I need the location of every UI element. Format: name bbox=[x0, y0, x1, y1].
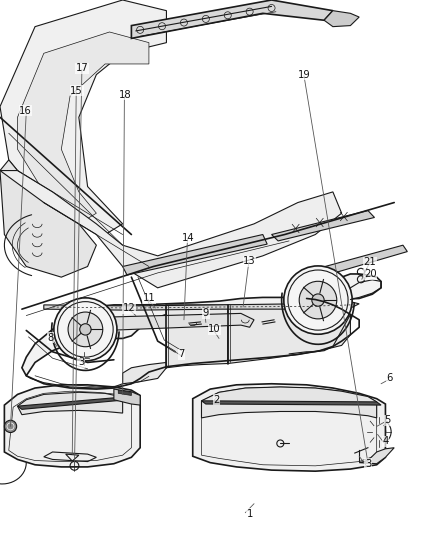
Polygon shape bbox=[0, 160, 96, 277]
Text: 9: 9 bbox=[203, 309, 209, 318]
Text: 20: 20 bbox=[364, 270, 376, 279]
Text: 6: 6 bbox=[387, 374, 393, 383]
Circle shape bbox=[54, 298, 117, 361]
Polygon shape bbox=[193, 384, 385, 471]
Polygon shape bbox=[4, 385, 140, 467]
Circle shape bbox=[299, 281, 337, 319]
Text: 13: 13 bbox=[244, 256, 256, 266]
Polygon shape bbox=[123, 362, 166, 384]
Polygon shape bbox=[359, 448, 394, 464]
Text: 14: 14 bbox=[182, 233, 194, 243]
Polygon shape bbox=[0, 0, 166, 235]
Polygon shape bbox=[0, 171, 342, 288]
Polygon shape bbox=[131, 0, 333, 38]
Polygon shape bbox=[18, 397, 127, 409]
Polygon shape bbox=[315, 245, 407, 277]
Polygon shape bbox=[166, 305, 228, 368]
Text: 2: 2 bbox=[214, 395, 220, 405]
Circle shape bbox=[284, 266, 352, 334]
Circle shape bbox=[4, 420, 17, 433]
Text: 3: 3 bbox=[365, 459, 371, 469]
Polygon shape bbox=[44, 302, 359, 310]
Text: 11: 11 bbox=[142, 294, 155, 303]
Text: 7: 7 bbox=[179, 350, 185, 359]
Polygon shape bbox=[201, 387, 377, 418]
Text: 18: 18 bbox=[119, 90, 131, 100]
Text: 17: 17 bbox=[76, 63, 89, 73]
Text: 16: 16 bbox=[19, 106, 32, 116]
Polygon shape bbox=[272, 211, 374, 241]
Polygon shape bbox=[105, 313, 254, 330]
Text: 12: 12 bbox=[123, 303, 136, 313]
Polygon shape bbox=[123, 235, 267, 275]
Polygon shape bbox=[201, 401, 381, 405]
Circle shape bbox=[68, 312, 103, 347]
Polygon shape bbox=[22, 274, 381, 376]
Polygon shape bbox=[118, 390, 131, 395]
Circle shape bbox=[312, 294, 324, 306]
Text: 3: 3 bbox=[78, 358, 84, 367]
Text: 4: 4 bbox=[382, 437, 389, 446]
Polygon shape bbox=[324, 11, 359, 27]
Text: 21: 21 bbox=[364, 257, 377, 267]
Text: 1: 1 bbox=[247, 509, 253, 519]
Text: 8: 8 bbox=[47, 333, 53, 343]
Polygon shape bbox=[114, 389, 140, 405]
Text: 5: 5 bbox=[385, 415, 391, 425]
Polygon shape bbox=[18, 392, 123, 415]
Circle shape bbox=[80, 324, 91, 335]
Text: 10: 10 bbox=[208, 325, 221, 334]
Text: 15: 15 bbox=[70, 86, 83, 95]
Text: 19: 19 bbox=[298, 70, 311, 79]
Polygon shape bbox=[228, 305, 350, 364]
Polygon shape bbox=[18, 32, 149, 224]
